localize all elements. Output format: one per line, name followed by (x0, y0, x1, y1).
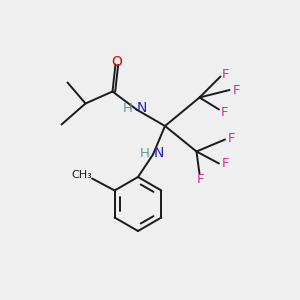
Text: H: H (140, 146, 149, 160)
Text: F: F (197, 173, 205, 186)
Text: F: F (220, 106, 228, 119)
Text: N: N (137, 101, 147, 115)
Text: N: N (153, 146, 164, 160)
Text: F: F (222, 157, 230, 170)
Text: F: F (228, 131, 236, 145)
Text: CH₃: CH₃ (71, 170, 92, 181)
Text: F: F (232, 83, 240, 97)
Text: H: H (123, 101, 133, 115)
Text: F: F (222, 68, 230, 82)
Text: O: O (112, 55, 122, 68)
